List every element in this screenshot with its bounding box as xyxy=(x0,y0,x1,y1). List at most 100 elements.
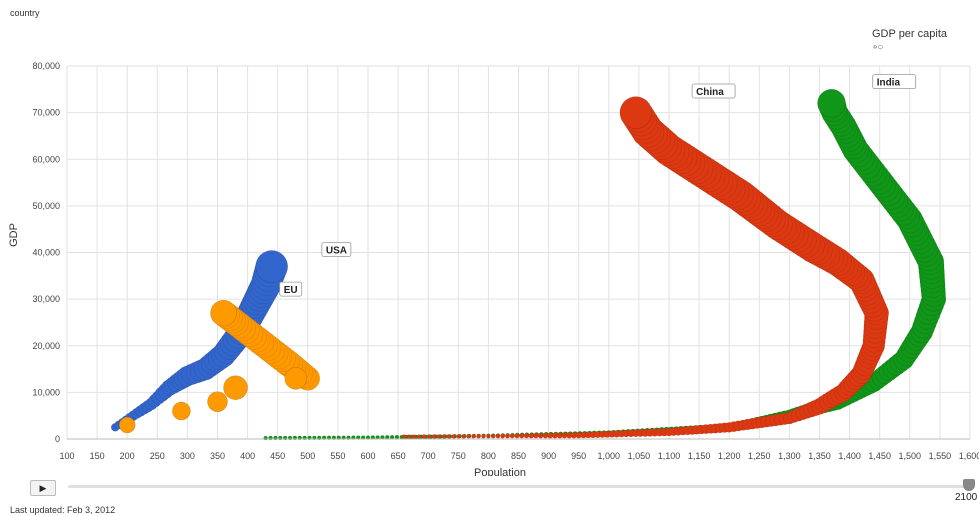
bubble-china[interactable] xyxy=(519,433,525,439)
bubble-china[interactable] xyxy=(401,434,407,439)
x-tick-label: 800 xyxy=(481,451,496,461)
x-tick-label: 250 xyxy=(150,451,165,461)
x-tick-label: 700 xyxy=(421,451,436,461)
annotation-box xyxy=(691,83,736,99)
x-tick-label: 950 xyxy=(571,451,586,461)
bubble-china[interactable] xyxy=(411,434,417,439)
bubble-china[interactable] xyxy=(406,434,412,439)
bubble-china[interactable] xyxy=(461,434,466,439)
y-tick-label: 10,000 xyxy=(32,387,60,397)
x-tick-label: 600 xyxy=(360,451,375,461)
size-legend-title: GDP per capita xyxy=(872,28,948,40)
y-axis-label[interactable]: GDP xyxy=(8,223,20,247)
bubble-eu-current[interactable] xyxy=(210,299,237,327)
x-tick-label: 1,500 xyxy=(899,451,922,461)
x-tick-label: 1,100 xyxy=(658,451,681,461)
annotation-usa: USA xyxy=(321,242,352,257)
motion-chart[interactable]: 100 150 200 250 300 350 400 450 500 550 600 650 700 7… xyxy=(0,0,979,476)
bubble-china[interactable] xyxy=(476,434,481,439)
bubble-china-current[interactable] xyxy=(619,96,653,129)
y-tick-label: 20,000 xyxy=(32,341,60,351)
y-tick-label: 0 xyxy=(55,434,60,444)
y-tick-label: 50,000 xyxy=(32,201,60,211)
x-tick-label: 850 xyxy=(511,451,526,461)
annotations: USA EU China India xyxy=(279,74,917,297)
x-tick-label: 550 xyxy=(330,451,345,461)
x-tick-label: 750 xyxy=(451,451,466,461)
annotation-label: EU xyxy=(284,285,298,296)
bubble-china[interactable] xyxy=(456,434,461,439)
bubble-china[interactable] xyxy=(514,433,520,439)
x-tick-label: 100 xyxy=(59,451,74,461)
axes: 100 150 200 250 300 350 400 450 500 550 600 650 700 7… xyxy=(32,61,979,461)
bubble-eu[interactable] xyxy=(172,401,191,421)
color-by-label[interactable]: country xyxy=(10,8,40,18)
x-tick-label: 1,400 xyxy=(838,451,861,461)
bubble-china[interactable] xyxy=(466,434,471,439)
annotation-box xyxy=(321,242,352,257)
x-tick-label: 350 xyxy=(210,451,225,461)
annotation-eu: EU xyxy=(279,281,303,297)
x-tick-label: 650 xyxy=(391,451,406,461)
bubble-china[interactable] xyxy=(504,433,510,439)
x-tick-label: 200 xyxy=(120,451,135,461)
bubble-china[interactable] xyxy=(446,434,451,439)
bubble-china[interactable] xyxy=(533,432,539,439)
x-tick-label: 500 xyxy=(300,451,315,461)
x-tick-label: 1,050 xyxy=(628,451,651,461)
x-tick-label: 1,150 xyxy=(688,451,711,461)
bubble-china[interactable] xyxy=(528,433,534,439)
x-tick-label: 1,350 xyxy=(808,451,831,461)
size-legend[interactable]: GDP per capita ∘○ xyxy=(872,28,947,53)
x-tick-label: 300 xyxy=(180,451,195,461)
bubble-usa-current[interactable] xyxy=(255,250,288,283)
extra-eu[interactable] xyxy=(118,367,308,434)
bubble-china[interactable] xyxy=(523,433,530,439)
bubble-china[interactable] xyxy=(481,433,486,439)
bubble-china[interactable] xyxy=(451,434,456,439)
annotation-box xyxy=(872,74,917,90)
bubble-eu[interactable] xyxy=(207,391,228,413)
bubble-china[interactable] xyxy=(436,434,442,439)
x-tick-label: 1,200 xyxy=(718,451,741,461)
bubble-china[interactable] xyxy=(426,434,432,439)
bubble-china[interactable] xyxy=(431,434,437,439)
x-tick-label: 450 xyxy=(270,451,285,461)
last-updated: Last updated: Feb 3, 2012 xyxy=(10,505,116,515)
x-tick-label: 1,250 xyxy=(748,451,771,461)
bubble-china[interactable] xyxy=(486,433,491,439)
bubble-china[interactable] xyxy=(421,434,427,439)
timeline-handle[interactable] xyxy=(963,479,975,491)
annotation-india: India xyxy=(872,74,917,90)
bubble-china[interactable] xyxy=(471,434,476,439)
x-tick-label: 1,550 xyxy=(929,451,952,461)
bubble-china[interactable] xyxy=(490,433,496,439)
annotation-label: China xyxy=(696,87,724,98)
size-legend-circle-icon: ∘○ xyxy=(872,42,883,53)
bubble-eu[interactable] xyxy=(118,416,136,434)
bubble-china[interactable] xyxy=(500,433,506,439)
annotation-label: India xyxy=(877,78,901,89)
series-china[interactable] xyxy=(401,96,889,439)
x-tick-label: 1,600 xyxy=(959,451,979,461)
x-tick-label: 1,300 xyxy=(778,451,801,461)
bubble-china[interactable] xyxy=(537,432,544,439)
y-tick-label: 40,000 xyxy=(32,248,60,258)
bubble-eu[interactable] xyxy=(223,375,248,401)
bubble-china[interactable] xyxy=(495,433,501,439)
bubble-china[interactable] xyxy=(416,434,422,439)
bubble-china[interactable] xyxy=(509,433,515,439)
y-tick-label: 60,000 xyxy=(32,154,60,164)
x-axis-label[interactable]: Population xyxy=(474,467,526,476)
x-tick-label: 900 xyxy=(541,451,556,461)
annotation-box xyxy=(279,281,303,297)
bubble-china[interactable] xyxy=(441,434,447,439)
y-tick-label: 30,000 xyxy=(32,294,60,304)
timeline-track[interactable] xyxy=(68,485,973,488)
x-tick-label: 150 xyxy=(90,451,105,461)
bubble-eu[interactable] xyxy=(284,367,308,390)
x-tick-label: 1,000 xyxy=(598,451,621,461)
bubble-india-current[interactable] xyxy=(817,89,846,118)
timeline-value: 2100 xyxy=(955,492,978,503)
play-button[interactable]: ▶ xyxy=(30,480,56,496)
